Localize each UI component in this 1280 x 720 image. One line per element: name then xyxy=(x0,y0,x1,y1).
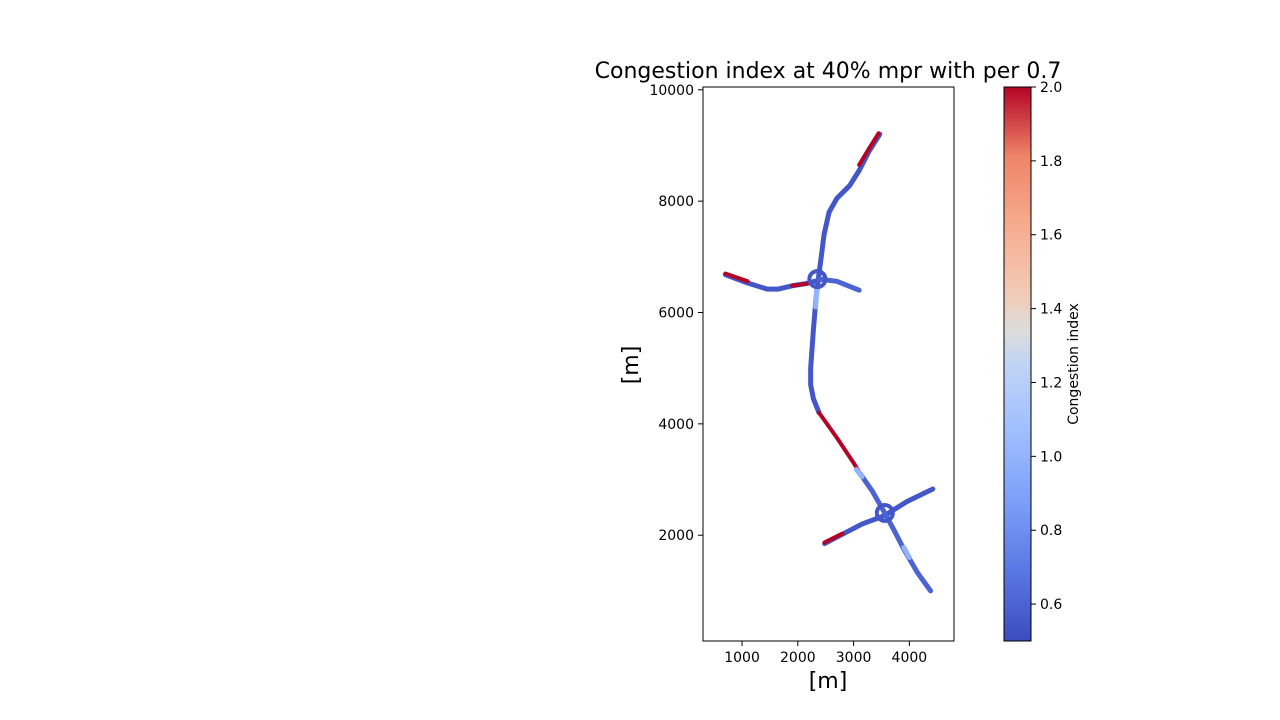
colorbar-gradient xyxy=(1003,86,1032,642)
y-tick-label: 10000 xyxy=(649,83,694,99)
colorbar-tick-label: 2.0 xyxy=(1040,80,1062,96)
colorbar-tick-label: 1.0 xyxy=(1040,449,1062,465)
colorbar-tick-label: 1.8 xyxy=(1040,154,1062,170)
y-tick-label: 8000 xyxy=(658,194,694,210)
road-segment-3 xyxy=(813,284,820,310)
colorbar-tick-label: 1.2 xyxy=(1040,375,1062,391)
colorbar-tick-label: 0.8 xyxy=(1040,523,1062,539)
colorbar-tick-label: 0.6 xyxy=(1040,597,1062,613)
y-axis-ticks: 2000 4000 6000 8000 10000 xyxy=(649,83,703,544)
x-tick-label: 3000 xyxy=(836,650,872,666)
road-segment-8 xyxy=(790,281,810,288)
colorbar: 0.6 0.8 1.0 1.2 1.4 1.6 1.8 2.0 Congestion inde… xyxy=(1003,80,1082,642)
road-segment-1 xyxy=(857,131,881,167)
x-axis-label: [m] xyxy=(809,669,848,694)
y-tick-label: 4000 xyxy=(658,417,694,433)
colorbar-ticks: 0.6 0.8 1.0 1.2 1.4 1.6 1.8 2.0 xyxy=(1031,80,1062,613)
interchange-1 xyxy=(874,502,895,523)
y-tick-label: 2000 xyxy=(658,528,694,544)
plot-area: 1000 2000 3000 4000 2000 4000 6000 8000 10000 xyxy=(649,83,955,666)
road-segment-11 xyxy=(822,531,845,545)
interchange-0 xyxy=(807,269,828,290)
road-network xyxy=(722,131,936,594)
colorbar-tick-label: 1.4 xyxy=(1040,302,1062,318)
x-tick-label: 4000 xyxy=(892,650,928,666)
x-tick-label: 2000 xyxy=(780,650,816,666)
road-segment-5 xyxy=(857,471,886,513)
chart-title: Congestion index at 40% mpr with per 0.7 xyxy=(595,59,1062,84)
road-segment-7 xyxy=(723,271,750,284)
plot-frame xyxy=(702,86,955,642)
x-tick-label: 1000 xyxy=(724,650,760,666)
colorbar-tick-label: 1.6 xyxy=(1040,228,1062,244)
colorbar-label: Congestion index xyxy=(1066,303,1082,425)
x-axis-ticks: 1000 2000 3000 4000 xyxy=(724,641,927,666)
y-axis-label: [m] xyxy=(619,346,644,385)
road-segment-13 xyxy=(901,544,912,560)
y-tick-label: 6000 xyxy=(658,305,694,321)
road-segment-14 xyxy=(853,467,865,480)
